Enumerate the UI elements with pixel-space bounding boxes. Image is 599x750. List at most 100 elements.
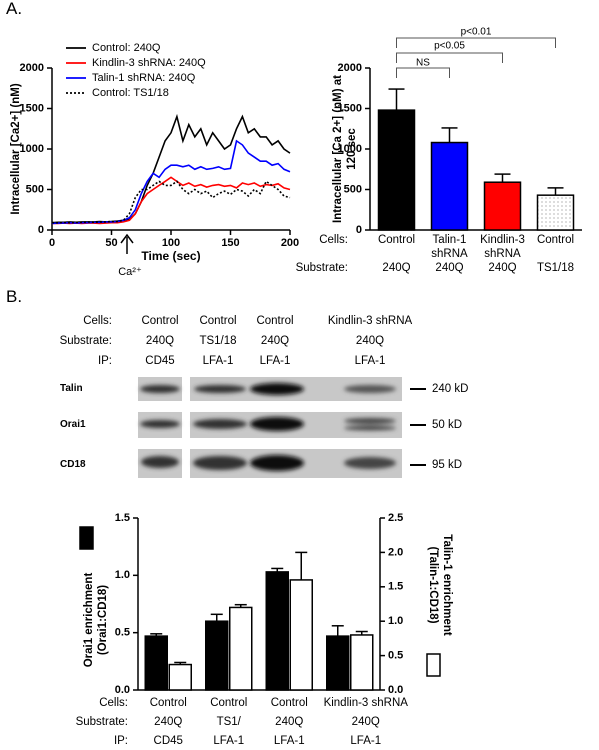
blot-substrates-label: 240Q — [355, 335, 385, 347]
x-tick-label: 200 — [281, 237, 299, 249]
y-tick-label: 1.5 — [115, 512, 130, 524]
ip-label: CD45 — [153, 735, 183, 747]
y-tick-label: 1000 — [338, 143, 362, 155]
x-tick-label: 150 — [221, 237, 239, 249]
y-tick-label: 1.0 — [115, 569, 130, 581]
substrates-label: 240Q — [351, 716, 380, 728]
cells-label: Control — [377, 234, 416, 246]
y-tick-label: 0 — [38, 224, 44, 236]
annotation: Ca²⁺ — [118, 266, 142, 278]
legend-swatch — [426, 653, 441, 677]
legend-swatch — [79, 526, 94, 550]
blot-cells-label: Control — [256, 315, 294, 327]
cells-label: Kindlin-3 shRNA — [480, 234, 525, 260]
y-tick-label: 1500 — [20, 102, 44, 114]
y-axis-label: Intracellular [Ca2+] (nM) — [10, 83, 22, 215]
band-size: 50 kD — [432, 419, 463, 431]
legend-label: Control: TS1/18 — [92, 87, 169, 99]
blot-cells-label: Control — [199, 315, 237, 327]
error-bar — [494, 173, 511, 183]
cells-label: Talin-1 shRNA — [431, 234, 468, 260]
panel-label: B. — [6, 287, 23, 306]
substrates-label: 240Q — [154, 716, 183, 728]
blot-image — [138, 377, 426, 478]
bar — [326, 635, 350, 691]
row-label: Cells: — [99, 697, 128, 709]
y-tick-label: 1.0 — [388, 615, 403, 627]
series-line — [52, 176, 291, 225]
bar — [536, 194, 575, 231]
blot-row-label: Cells: — [83, 315, 112, 327]
categories-label: Control — [149, 697, 187, 709]
blot-ip-label: LFA-1 — [259, 355, 291, 367]
y-tick-label: 500 — [344, 183, 362, 195]
categories-label: Kindlin-3 shRNA — [323, 697, 408, 709]
band-label: Orai1 — [60, 419, 86, 430]
bar — [144, 635, 168, 691]
y-tick-label: 0.0 — [388, 684, 403, 696]
x-tick-label: 50 — [105, 237, 117, 249]
significance-bracket — [396, 37, 556, 48]
x-axis-label: Time (sec) — [141, 249, 200, 263]
legend-label: Talin-1 shRNA: 240Q — [92, 72, 196, 84]
bar — [350, 634, 374, 691]
bar — [289, 579, 313, 691]
bar — [483, 181, 522, 231]
blot-cells-label: Kindlin-3 shRNA — [327, 315, 413, 327]
y-tick-label: 1500 — [338, 102, 362, 114]
y-tick-label: 2000 — [338, 62, 362, 74]
significance-label: p<0.05 — [434, 41, 465, 52]
bar — [229, 606, 253, 691]
series-line — [51, 113, 291, 224]
y-axis-label: Intracellular [Ca 2+] (nM) at 120 sec — [332, 75, 358, 223]
substrate-label: TS1/18 — [536, 262, 575, 274]
row-label: Substrate: — [75, 716, 128, 728]
bar — [265, 571, 289, 691]
x-tick-label: 0 — [49, 237, 55, 249]
blot-row-label: Substrate: — [59, 335, 112, 347]
blot-ip-label: LFA-1 — [202, 355, 234, 367]
row-label: Cells: — [319, 234, 348, 246]
bar — [168, 663, 192, 691]
blot-ip-label: LFA-1 — [354, 355, 386, 367]
cells-label: Control — [536, 234, 575, 246]
y2-axis-label: Talin-1 enrichment (Talin-1:CD18) — [427, 534, 453, 636]
error-bar — [210, 613, 223, 622]
substrates-label: TS1/ — [216, 716, 241, 728]
blot-substrates-label: 240Q — [260, 335, 290, 347]
y-tick-label: 500 — [26, 183, 44, 195]
y-tick-label: 1.5 — [388, 581, 403, 593]
categories-label: Control — [270, 697, 308, 709]
annotation-arrowhead — [120, 233, 134, 244]
blot-cells-label: Control — [141, 315, 179, 327]
band-label: Talin — [60, 383, 83, 394]
error-bar — [441, 127, 458, 143]
band-size: 95 kD — [432, 459, 463, 471]
band-size: 240 kD — [432, 383, 469, 395]
legend-label: Kindlin-3 shRNA: 240Q — [92, 57, 206, 69]
error-bar — [388, 88, 405, 111]
ip-label: LFA-1 — [273, 735, 305, 747]
blot-ip-label: CD45 — [145, 355, 175, 367]
blot-substrates-label: TS1/18 — [199, 335, 237, 347]
significance-bracket — [396, 52, 503, 63]
significance-label: NS — [416, 58, 430, 69]
legend-label: Control: 240Q — [92, 42, 161, 54]
series-line — [51, 139, 291, 225]
y-tick-label: 0.5 — [115, 627, 130, 639]
y-tick-label: 0.5 — [388, 650, 403, 662]
row-label: IP: — [113, 735, 128, 747]
ip-label: LFA-1 — [350, 735, 382, 747]
significance-label: p<0.01 — [461, 27, 492, 38]
substrate-label: 240Q — [488, 262, 517, 274]
band-label: CD18 — [60, 459, 86, 470]
bar — [430, 141, 469, 231]
categories-label: Control — [210, 697, 248, 709]
blot-substrates-label: 240Q — [145, 335, 175, 347]
y-tick-label: 1000 — [20, 143, 44, 155]
y-axis-label: Orai1 enrichment (Orai1:CD18) — [83, 572, 109, 668]
ip-label: LFA-1 — [213, 735, 245, 747]
y-tick-label: 2000 — [20, 62, 44, 74]
